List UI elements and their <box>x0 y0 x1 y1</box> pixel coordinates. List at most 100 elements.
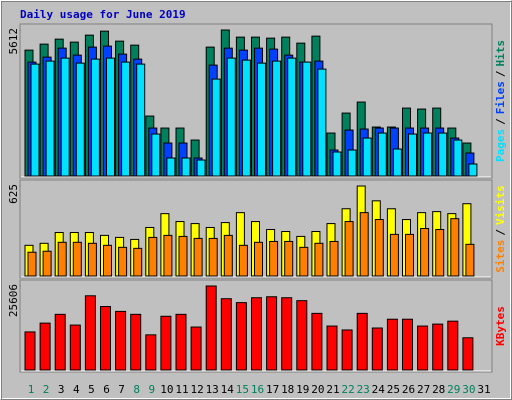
bar <box>175 313 187 371</box>
x-tick-label: 9 <box>148 383 155 396</box>
bar <box>299 246 309 277</box>
x-tick-label: 5 <box>88 383 95 396</box>
bar <box>432 323 444 371</box>
bar <box>257 62 266 177</box>
x-tick-label: 10 <box>160 383 173 396</box>
bar <box>241 59 251 177</box>
bar <box>190 326 202 371</box>
bar <box>423 132 433 177</box>
bar <box>405 233 414 277</box>
bar <box>60 57 70 177</box>
bar <box>238 244 248 277</box>
bar <box>130 313 142 371</box>
bar <box>166 157 176 177</box>
x-tick-label: 18 <box>281 383 294 396</box>
x-tick-label: 17 <box>266 383 279 396</box>
x-tick-label: 2 <box>43 383 50 396</box>
bar <box>118 246 128 277</box>
bar <box>24 331 36 371</box>
bar <box>205 285 217 371</box>
legend: KBytes <box>494 306 507 346</box>
bar <box>326 325 338 371</box>
bar <box>284 240 294 277</box>
bar <box>151 133 161 177</box>
bar <box>468 163 478 177</box>
x-tick-label: 22 <box>341 383 354 396</box>
y-tick-label: 625 <box>7 184 20 204</box>
x-tick-label: 31 <box>477 383 490 396</box>
x-tick-label: 30 <box>462 383 475 396</box>
bar <box>208 237 218 277</box>
x-tick-label: 27 <box>417 383 430 396</box>
bar <box>45 60 55 177</box>
bar <box>220 298 232 371</box>
bar <box>408 133 417 177</box>
bar <box>402 318 413 371</box>
bar <box>287 57 297 177</box>
bar <box>30 63 40 177</box>
x-tick-label: 1 <box>28 383 35 396</box>
bar <box>90 58 100 177</box>
bar <box>39 322 51 371</box>
bar <box>148 236 158 277</box>
bar <box>266 296 278 371</box>
legend-separator: / <box>494 118 507 125</box>
y-tick-label: 5612 <box>7 28 20 55</box>
x-tick-label: 19 <box>296 383 309 396</box>
legend-entry: KBytes <box>494 306 507 346</box>
bar <box>84 295 96 371</box>
bar <box>356 312 368 371</box>
bar <box>453 139 463 177</box>
x-tick-label: 16 <box>251 383 264 396</box>
bar <box>103 244 112 277</box>
x-tick-label: 28 <box>432 383 445 396</box>
bar <box>136 63 146 177</box>
x-tick-label: 26 <box>402 383 415 396</box>
bar <box>450 218 460 277</box>
bar <box>314 242 324 277</box>
bar <box>27 251 37 277</box>
bar <box>296 300 308 371</box>
bar <box>420 227 430 277</box>
bar <box>145 334 157 371</box>
bar <box>100 306 111 371</box>
bar <box>417 325 429 371</box>
bar <box>181 157 191 177</box>
bar <box>462 337 474 371</box>
bar <box>392 148 402 177</box>
x-tick-label: 15 <box>236 383 249 396</box>
bar <box>106 57 115 177</box>
bar <box>332 151 342 177</box>
bar <box>254 241 263 277</box>
bar <box>344 221 354 277</box>
bar <box>193 237 203 277</box>
x-tick-label: 21 <box>326 383 339 396</box>
bar <box>72 241 82 277</box>
x-tick-label: 8 <box>133 383 140 396</box>
bar <box>223 234 233 277</box>
x-tick-label: 6 <box>103 383 110 396</box>
bar <box>359 212 369 277</box>
bar <box>447 320 459 371</box>
bar <box>211 78 221 177</box>
legend-entry: Hits <box>494 40 507 67</box>
x-tick-label: 20 <box>311 383 324 396</box>
bar <box>329 240 339 277</box>
chart-title: Daily usage for June 2019 <box>20 8 186 21</box>
x-tick-label: 13 <box>206 383 219 396</box>
bar <box>389 233 399 277</box>
bar <box>435 228 445 277</box>
bar <box>69 324 81 371</box>
bar <box>160 315 172 371</box>
bar <box>235 302 247 371</box>
bar <box>362 137 372 177</box>
bar <box>133 247 143 277</box>
bar <box>178 235 188 277</box>
bar <box>75 62 85 177</box>
x-tick-label: 12 <box>190 383 203 396</box>
legend: Pages / Files / Hits <box>494 40 507 162</box>
bar <box>226 57 236 177</box>
bar <box>121 61 131 177</box>
